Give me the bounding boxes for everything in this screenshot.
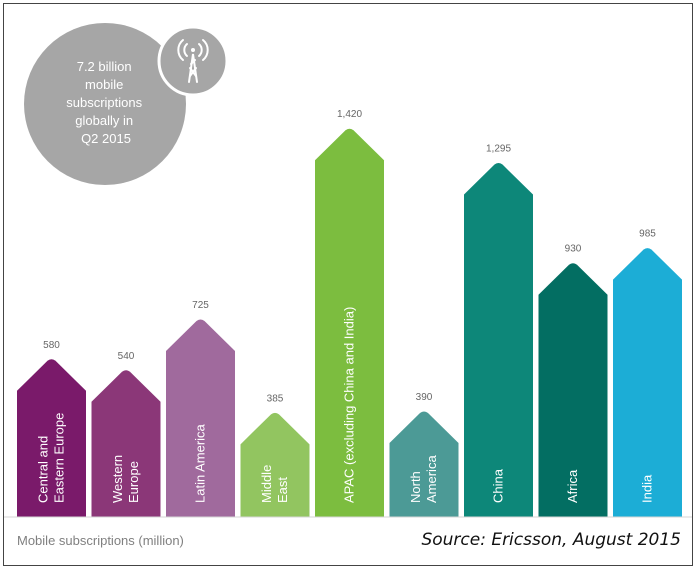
bars-group: 580 Central andEastern Europe 540 WesternEu… bbox=[17, 109, 682, 518]
bar bbox=[240, 412, 310, 517]
value-label: 1,295 bbox=[486, 144, 511, 155]
value-label: 580 bbox=[43, 340, 60, 351]
category-label: China bbox=[491, 468, 506, 503]
cell-tower-icon bbox=[177, 39, 209, 83]
category-label: APAC (excluding China and India) bbox=[342, 307, 357, 503]
callout-text: 7.2 billion mobile subscriptions globall… bbox=[66, 59, 146, 146]
category-label: NorthAmerica bbox=[408, 455, 439, 503]
bar bbox=[538, 263, 608, 517]
category-label-line: India bbox=[640, 474, 655, 503]
category-label-line: China bbox=[491, 468, 506, 503]
value-label: 1,420 bbox=[337, 109, 362, 120]
category-label-line: APAC (excluding China and India) bbox=[342, 307, 357, 503]
category-label-line: North bbox=[408, 471, 423, 503]
category-label-line: Latin America bbox=[193, 423, 208, 503]
value-label: 385 bbox=[267, 393, 284, 404]
value-label: 390 bbox=[416, 392, 433, 403]
category-label-line: Europe bbox=[126, 461, 141, 503]
category-label-line: Middle bbox=[259, 465, 274, 503]
category-label: Africa bbox=[565, 469, 580, 503]
category-label-line: East bbox=[275, 477, 290, 503]
bar bbox=[464, 163, 533, 517]
bar bbox=[315, 128, 384, 517]
bar bbox=[91, 370, 161, 517]
category-label: Central andEastern Europe bbox=[36, 413, 67, 503]
bar-chart: 7.2 billion mobile subscriptions globall… bbox=[4, 23, 692, 550]
category-label: Latin America bbox=[193, 423, 208, 503]
category-label: MiddleEast bbox=[259, 465, 290, 503]
category-label-line: Central and bbox=[36, 436, 51, 503]
callout-line: mobile bbox=[85, 77, 123, 92]
value-label: 540 bbox=[118, 351, 135, 362]
callout-line: 7.2 billion bbox=[77, 59, 132, 74]
category-label-line: Western bbox=[110, 455, 125, 503]
callout-line: subscriptions bbox=[66, 95, 142, 110]
category-label: WesternEurope bbox=[110, 455, 141, 503]
bar bbox=[389, 411, 459, 517]
chart-frame: 7.2 billion mobile subscriptions globall… bbox=[3, 3, 693, 566]
callout-line: Q2 2015 bbox=[81, 131, 131, 146]
y-axis-label: Mobile subscriptions (million) bbox=[17, 533, 184, 548]
category-label-line: Africa bbox=[565, 469, 580, 503]
callout-line: globally in bbox=[75, 113, 133, 128]
bar bbox=[613, 248, 682, 518]
bar bbox=[17, 359, 86, 517]
category-label: India bbox=[640, 474, 655, 503]
value-label: 930 bbox=[565, 244, 582, 255]
source-note: Source: Ericsson, August 2015 bbox=[421, 530, 681, 550]
bar bbox=[166, 319, 235, 517]
value-label: 725 bbox=[192, 300, 209, 311]
category-label-line: America bbox=[424, 455, 439, 503]
callout-bubble bbox=[24, 23, 186, 185]
category-label-line: Eastern Europe bbox=[52, 413, 67, 503]
value-label: 985 bbox=[639, 229, 656, 240]
